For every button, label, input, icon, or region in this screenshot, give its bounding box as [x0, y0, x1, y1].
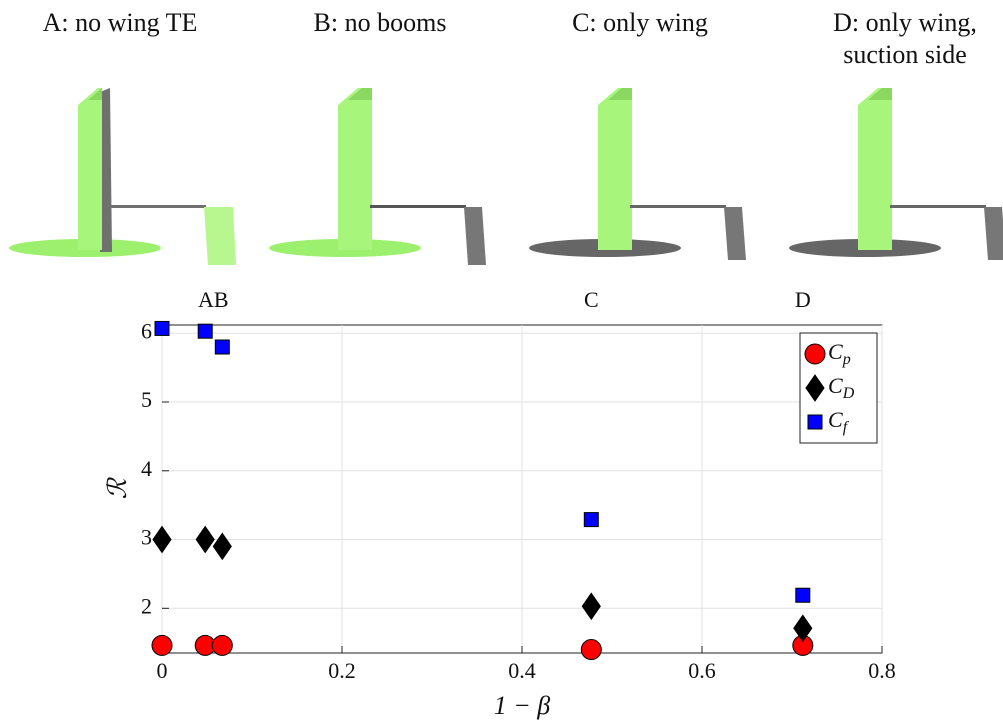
- marker: [580, 639, 602, 661]
- marker: [581, 592, 601, 621]
- panel-title: suction side: [843, 40, 967, 69]
- x-tick-label: 0.8: [868, 658, 896, 683]
- model-render: [9, 88, 236, 265]
- x-tick-label: 0.4: [508, 658, 536, 683]
- model-render: [269, 88, 486, 265]
- model-render: [529, 88, 746, 260]
- marker: [583, 512, 599, 528]
- marker: [195, 525, 215, 554]
- y-tick-label: 5: [141, 387, 152, 412]
- y-tick-label: 2: [141, 593, 152, 618]
- marker: [214, 339, 230, 355]
- marker: [804, 343, 826, 365]
- annotation: AB: [198, 287, 229, 312]
- marker: [212, 532, 232, 561]
- marker: [795, 587, 811, 603]
- x-axis-label: 1 − β: [494, 691, 551, 720]
- marker: [197, 323, 213, 339]
- marker: [152, 525, 172, 554]
- legend-label: CD: [828, 373, 855, 402]
- model-render: [789, 88, 1003, 260]
- annotation: D: [795, 287, 811, 312]
- x-tick-label: 0.2: [328, 658, 356, 683]
- panel-title: C: only wing: [572, 8, 708, 37]
- y-tick-label: 3: [141, 525, 152, 550]
- marker: [793, 614, 813, 643]
- panel-title: D: only wing,: [833, 8, 977, 37]
- marker: [154, 320, 170, 336]
- y-tick-label: 6: [141, 318, 152, 343]
- marker: [805, 374, 825, 402]
- marker: [807, 414, 823, 430]
- panel-title: B: no booms: [314, 8, 447, 37]
- x-tick-label: 0.6: [688, 658, 716, 683]
- marker: [211, 634, 233, 656]
- y-tick-label: 4: [141, 456, 152, 481]
- y-axis-label: ℛ: [103, 476, 132, 499]
- panel-title: A: no wing TE: [43, 8, 198, 37]
- marker: [151, 634, 173, 656]
- x-tick-label: 0: [157, 658, 168, 683]
- annotation: C: [584, 287, 599, 312]
